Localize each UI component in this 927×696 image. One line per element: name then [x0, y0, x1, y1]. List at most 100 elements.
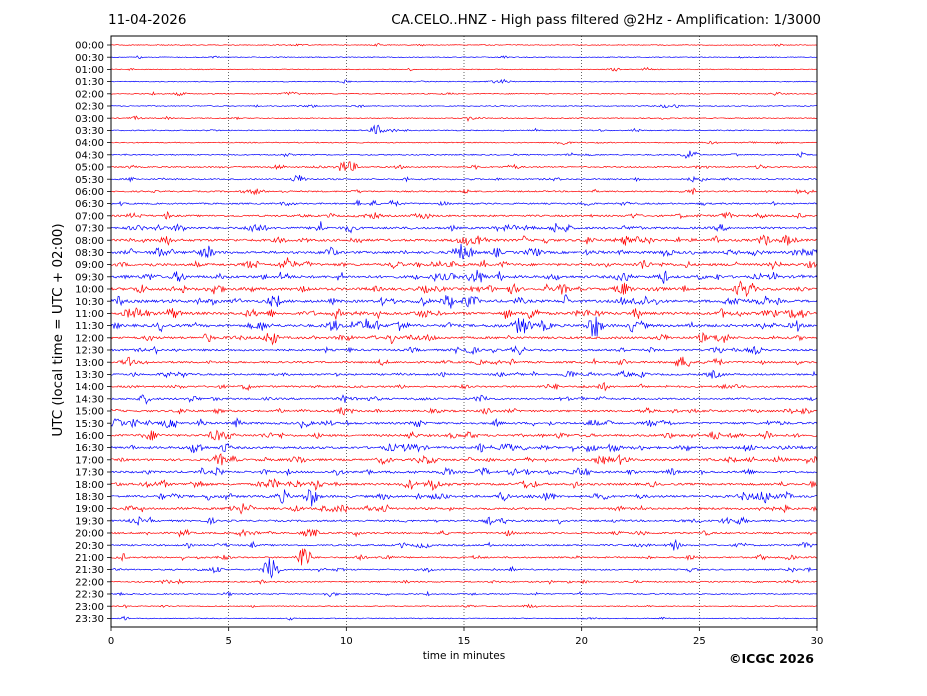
y-tick-label: 16:30 — [75, 443, 104, 454]
trace-row-1900 — [110, 503, 818, 515]
trace-row-0900 — [110, 257, 818, 271]
trace-row-0330 — [110, 124, 818, 135]
y-tick-label: 07:00 — [75, 211, 104, 222]
trace-row-2030 — [110, 538, 818, 551]
y-tick-label: 21:30 — [75, 565, 104, 576]
y-tick-label: 16:00 — [75, 431, 104, 442]
trace-row-1100 — [110, 307, 818, 320]
y-tick-label: 10:30 — [75, 297, 104, 308]
y-tick-label: 21:00 — [75, 553, 104, 564]
trace-row-1500 — [110, 407, 818, 416]
y-tick-label: 22:00 — [75, 577, 104, 588]
trace-row-2230 — [110, 590, 818, 598]
trace-row-0300 — [110, 115, 818, 122]
y-tick-label: 19:00 — [75, 504, 104, 515]
y-tick-label: 22:30 — [75, 590, 104, 601]
x-tick-label: 25 — [693, 636, 706, 647]
x-tick-label: 5 — [225, 636, 231, 647]
y-tick-label: 15:30 — [75, 419, 104, 430]
trace-row-0430 — [110, 150, 818, 159]
y-tick-label: 00:00 — [75, 41, 104, 52]
trace-row-0130 — [110, 78, 818, 84]
trace-row-1300 — [110, 356, 818, 367]
y-tick-label: 20:00 — [75, 529, 104, 540]
trace-row-0530 — [110, 174, 818, 183]
y-tick-label: 15:00 — [75, 407, 104, 418]
trace-row-1730 — [110, 466, 818, 477]
y-tick-label: 17:00 — [75, 455, 104, 466]
trace-row-0930 — [110, 269, 818, 284]
trace-row-1930 — [110, 516, 818, 526]
trace-row-2300 — [110, 603, 818, 609]
grid-lines — [228, 36, 700, 627]
trace-row-2000 — [110, 528, 818, 538]
y-tick-label: 06:00 — [75, 187, 104, 198]
trace-row-1830 — [110, 489, 818, 507]
y-tick-label: 09:30 — [75, 272, 104, 283]
y-tick-label: 20:30 — [75, 541, 104, 552]
x-tick-label: 20 — [575, 636, 588, 647]
trace-row-2100 — [110, 548, 818, 566]
y-tick-label: 03:00 — [75, 114, 104, 125]
trace-row-0830 — [110, 243, 818, 260]
copyright-credit: ©ICGC 2026 — [729, 651, 814, 666]
seismic-traces — [110, 42, 818, 621]
trace-row-2330 — [110, 615, 818, 621]
y-tick-label: 07:30 — [75, 224, 104, 235]
y-tick-label: 14:00 — [75, 382, 104, 393]
trace-row-1800 — [110, 477, 818, 491]
trace-row-0600 — [110, 187, 818, 196]
trace-row-1430 — [110, 394, 818, 405]
trace-row-0230 — [110, 104, 818, 109]
trace-row-0030 — [110, 55, 818, 59]
y-tick-label: 03:30 — [75, 126, 104, 137]
trace-row-2200 — [110, 578, 818, 585]
y-tick-label: 23:00 — [75, 602, 104, 613]
y-tick-label: 23:30 — [75, 614, 104, 625]
x-tick-label: 15 — [458, 636, 471, 647]
trace-row-1330 — [110, 369, 818, 379]
trace-row-0500 — [110, 161, 818, 172]
y-tick-label: 08:00 — [75, 236, 104, 247]
y-tick-label: 13:30 — [75, 370, 104, 381]
trace-row-1000 — [110, 280, 818, 298]
y-tick-label: 12:00 — [75, 333, 104, 344]
x-axis-label: time in minutes — [422, 650, 506, 662]
trace-row-0630 — [110, 199, 818, 208]
y-tick-label: 00:30 — [75, 53, 104, 64]
x-tick-label: 0 — [108, 636, 114, 647]
y-tick-label: 04:00 — [75, 138, 104, 149]
trace-row-0400 — [110, 140, 818, 145]
y-tick-label: 14:30 — [75, 394, 104, 405]
y-tick-label: 05:30 — [75, 175, 104, 186]
plot-frame — [110, 35, 818, 628]
trace-row-1230 — [110, 345, 818, 356]
chart-title: CA.CELO..HNZ - High pass filtered @2Hz -… — [391, 12, 821, 28]
y-tick-label: 13:00 — [75, 358, 104, 369]
trace-row-1030 — [110, 294, 818, 309]
y-tick-label: 08:30 — [75, 248, 104, 259]
y-tick-label: 04:30 — [75, 150, 104, 161]
y-tick-label: 02:00 — [75, 89, 104, 100]
trace-row-1700 — [110, 453, 818, 466]
y-tick-label: 18:00 — [75, 480, 104, 491]
x-tick-label: 30 — [811, 636, 824, 647]
trace-row-0730 — [110, 221, 818, 234]
y-tick-label: 11:30 — [75, 321, 104, 332]
y-tick-label: 17:30 — [75, 468, 104, 479]
y-tick-label: 12:30 — [75, 346, 104, 357]
y-tick-label: 05:00 — [75, 163, 104, 174]
y-tick-label: 02:30 — [75, 102, 104, 113]
y-tick-label: 10:00 — [75, 285, 104, 296]
trace-row-1530 — [110, 417, 818, 429]
y-tick-label: 06:30 — [75, 199, 104, 210]
x-ticks: 0 5 10 15 20 25 30 — [108, 627, 824, 647]
date-label: 11-04-2026 — [108, 12, 187, 28]
y-tick-label: 19:30 — [75, 516, 104, 527]
trace-row-0100 — [110, 66, 818, 72]
trace-row-0200 — [110, 91, 818, 97]
trace-row-2130 — [110, 558, 818, 579]
trace-row-0000 — [110, 42, 818, 47]
